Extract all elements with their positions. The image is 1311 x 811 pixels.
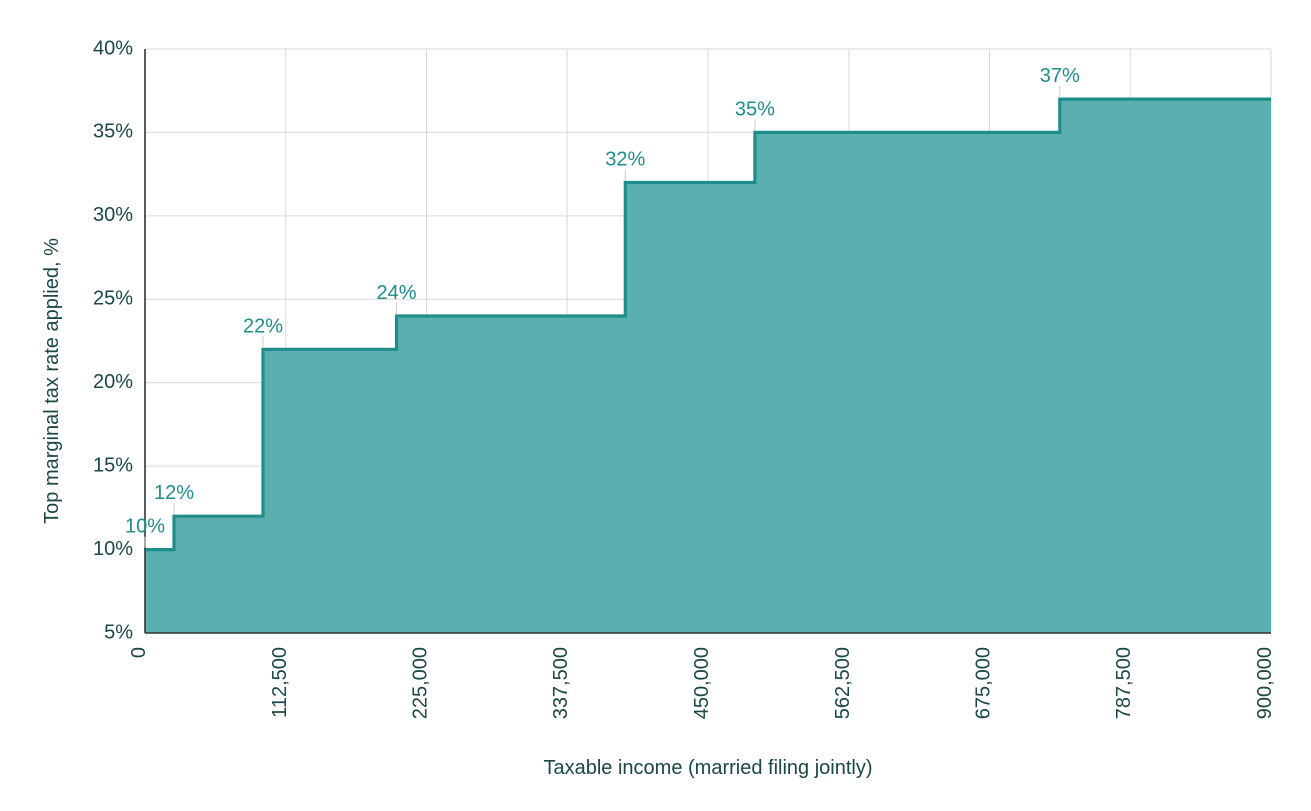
svg-text:12%: 12% bbox=[154, 482, 194, 504]
svg-text:10%: 10% bbox=[93, 538, 133, 560]
svg-text:787,500: 787,500 bbox=[1113, 647, 1135, 719]
svg-text:Top marginal tax rate applied,: Top marginal tax rate applied, % bbox=[41, 238, 63, 524]
svg-text:22%: 22% bbox=[243, 315, 283, 337]
svg-text:675,000: 675,000 bbox=[973, 647, 995, 719]
svg-text:40%: 40% bbox=[93, 37, 133, 59]
svg-text:112,500: 112,500 bbox=[269, 647, 291, 718]
svg-text:32%: 32% bbox=[605, 149, 645, 171]
svg-text:37%: 37% bbox=[1040, 65, 1080, 87]
svg-text:20%: 20% bbox=[93, 371, 133, 393]
svg-text:15%: 15% bbox=[93, 454, 133, 476]
svg-text:5%: 5% bbox=[104, 621, 133, 643]
svg-text:24%: 24% bbox=[376, 282, 416, 304]
svg-text:562,500: 562,500 bbox=[832, 647, 854, 719]
svg-text:225,000: 225,000 bbox=[410, 647, 432, 719]
svg-text:25%: 25% bbox=[93, 288, 133, 310]
svg-text:900,000: 900,000 bbox=[1254, 647, 1276, 719]
svg-text:337,500: 337,500 bbox=[550, 647, 572, 719]
svg-text:450,000: 450,000 bbox=[691, 647, 713, 719]
svg-text:10%: 10% bbox=[125, 516, 165, 538]
svg-text:35%: 35% bbox=[735, 98, 775, 120]
svg-text:0: 0 bbox=[128, 647, 150, 658]
svg-text:35%: 35% bbox=[93, 121, 133, 143]
svg-text:Taxable income (married filing: Taxable income (married filing jointly) bbox=[543, 757, 872, 779]
svg-text:30%: 30% bbox=[93, 204, 133, 226]
